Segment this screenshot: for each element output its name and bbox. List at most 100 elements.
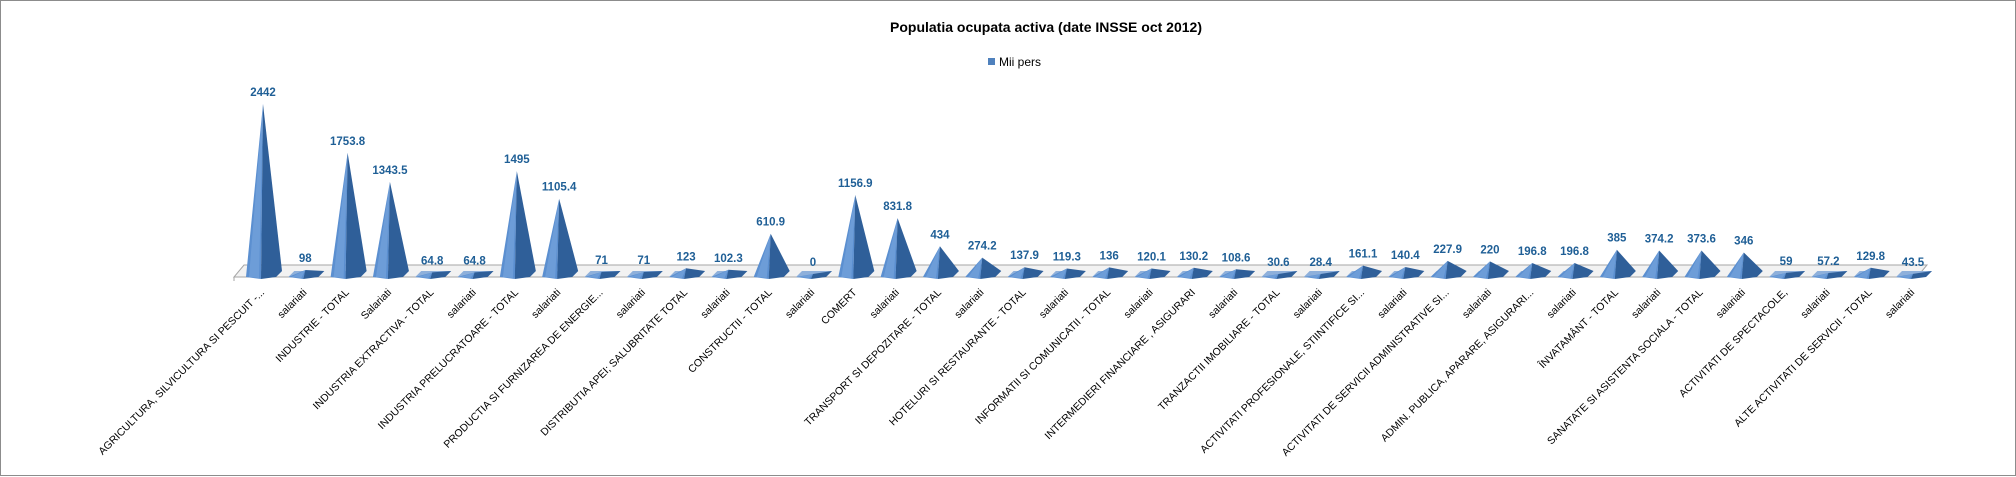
pyramid-face-right bbox=[1530, 263, 1552, 279]
value-label-39: 129.8 bbox=[1856, 251, 1885, 263]
pyramid-highlight bbox=[291, 270, 306, 278]
pyramid-face-right bbox=[1657, 250, 1679, 279]
value-label-16: 831.8 bbox=[883, 201, 912, 213]
data-bar-29 bbox=[1430, 260, 1467, 279]
category-label-35: SANATATE SI ASISTENTA SOCIALA - TOTAL bbox=[1545, 287, 1706, 448]
data-bar-37 bbox=[1769, 271, 1806, 279]
pyramid-highlight bbox=[1729, 252, 1744, 278]
value-label-1: 2442 bbox=[250, 87, 276, 99]
pyramid-face-right bbox=[387, 181, 409, 279]
data-bar-28 bbox=[1388, 267, 1425, 279]
data-bar-3 bbox=[330, 152, 367, 279]
pyramid-highlight bbox=[672, 268, 687, 278]
value-label-26: 28.4 bbox=[1309, 257, 1332, 269]
pyramid-highlight bbox=[460, 272, 475, 278]
pyramid-highlight bbox=[1349, 265, 1363, 278]
category-label-34: salariati bbox=[1629, 287, 1663, 321]
pyramid-highlight bbox=[587, 271, 602, 278]
pyramid-face-right bbox=[1784, 271, 1806, 279]
legend: Mii pers bbox=[988, 55, 1041, 69]
value-label-28: 140.4 bbox=[1391, 250, 1420, 262]
category-label-24: salariati bbox=[1206, 287, 1240, 321]
pyramid-highlight bbox=[1306, 274, 1321, 278]
pyramid-highlight bbox=[1518, 263, 1533, 278]
category-label-15: COMERT bbox=[819, 286, 860, 327]
pyramid-face-right bbox=[1572, 263, 1594, 279]
data-bar-24 bbox=[1219, 269, 1256, 279]
data-bar-11 bbox=[669, 268, 706, 279]
pyramid-face-right bbox=[980, 257, 1002, 279]
data-bar-35 bbox=[1684, 250, 1721, 279]
pyramid-highlight bbox=[756, 233, 771, 278]
data-bar-6 bbox=[457, 271, 494, 279]
pyramid-layer bbox=[246, 104, 1932, 279]
category-label-12: salariati bbox=[698, 287, 732, 321]
pyramid-face-right bbox=[1191, 267, 1213, 279]
data-bar-22 bbox=[1134, 268, 1171, 279]
pyramid-face-right bbox=[1911, 271, 1932, 279]
legend-entry: Mii pers bbox=[999, 55, 1041, 69]
pyramid-highlight bbox=[925, 246, 940, 278]
pyramid-face-right bbox=[937, 246, 959, 279]
data-bar-26 bbox=[1303, 271, 1340, 279]
pyramid-face-right bbox=[1361, 265, 1382, 279]
data-bar-33 bbox=[1599, 249, 1636, 279]
pyramid-face-right bbox=[1445, 260, 1467, 279]
value-label-6: 64.8 bbox=[463, 255, 486, 267]
value-label-3: 1753.8 bbox=[330, 136, 366, 148]
data-bar-30 bbox=[1472, 261, 1509, 279]
value-label-11: 123 bbox=[676, 251, 695, 263]
pyramid-face-right bbox=[1234, 269, 1256, 279]
pyramid-highlight bbox=[841, 195, 856, 278]
value-label-38: 57.2 bbox=[1817, 256, 1839, 268]
data-bar-14 bbox=[796, 271, 832, 279]
data-bar-8 bbox=[542, 198, 579, 279]
data-bar-38 bbox=[1811, 271, 1848, 279]
pyramid-face-right bbox=[1699, 250, 1721, 279]
data-bar-39 bbox=[1853, 267, 1890, 279]
value-label-30: 220 bbox=[1480, 244, 1499, 256]
legend-swatch bbox=[988, 58, 995, 65]
value-label-12: 102.3 bbox=[714, 253, 743, 265]
value-label-36: 346 bbox=[1734, 235, 1753, 247]
category-label-14: salariati bbox=[783, 287, 817, 321]
pyramid-highlight bbox=[968, 257, 983, 278]
value-label-7: 1495 bbox=[504, 154, 530, 166]
category-label-9: PRODUCTIA SI FURNIZAREA DE ENERGIE... bbox=[442, 287, 606, 451]
category-label-13: CONSTRUCTII - TOTAL bbox=[686, 287, 775, 376]
pyramid-highlight bbox=[1560, 263, 1575, 278]
pyramid-face-right bbox=[1149, 268, 1171, 279]
data-bar-5 bbox=[415, 271, 452, 279]
category-label-33: ÎNVATAMÂNT - TOTAL bbox=[1535, 286, 1621, 372]
category-label-1: AGRICULTURA, SILVICULTURA SI PESCUIT -..… bbox=[96, 287, 267, 458]
pyramid-highlight bbox=[1433, 260, 1448, 278]
category-label-11: DISTRIBUTIA APEI; SALUBRITATE TOTAL bbox=[538, 287, 690, 439]
pyramid-highlight bbox=[1052, 268, 1067, 278]
value-label-21: 136 bbox=[1100, 250, 1119, 262]
category-label-20: salariati bbox=[1037, 287, 1071, 321]
category-label-4: Salariati bbox=[359, 287, 394, 322]
data-bar-18 bbox=[965, 257, 1002, 279]
value-label-37: 59 bbox=[1780, 256, 1793, 268]
category-label-2: salariati bbox=[275, 287, 309, 321]
pyramid-highlight bbox=[545, 198, 560, 278]
category-label-32: salariati bbox=[1545, 287, 1579, 321]
pyramid-face-right bbox=[1318, 271, 1340, 279]
pyramid-highlight bbox=[375, 181, 390, 278]
pyramid-highlight bbox=[1687, 250, 1702, 278]
pyramid-face-right bbox=[1403, 267, 1425, 279]
data-bar-19 bbox=[1007, 267, 1044, 279]
pyramid-face-right bbox=[345, 152, 367, 279]
data-bar-10 bbox=[626, 271, 663, 279]
category-label-27: ACTIVITATI PROFESIONALE, STIINTIFICE SI.… bbox=[1198, 287, 1367, 456]
category-label-18: salariati bbox=[952, 287, 986, 321]
value-label-13: 610.9 bbox=[756, 217, 785, 229]
pyramid-face-right bbox=[1868, 267, 1890, 279]
data-bar-15 bbox=[838, 195, 875, 279]
pyramid-highlight bbox=[799, 274, 813, 278]
category-label-16: salariati bbox=[868, 287, 902, 321]
data-bar-16 bbox=[880, 218, 917, 279]
pyramid-highlight bbox=[1772, 272, 1787, 278]
